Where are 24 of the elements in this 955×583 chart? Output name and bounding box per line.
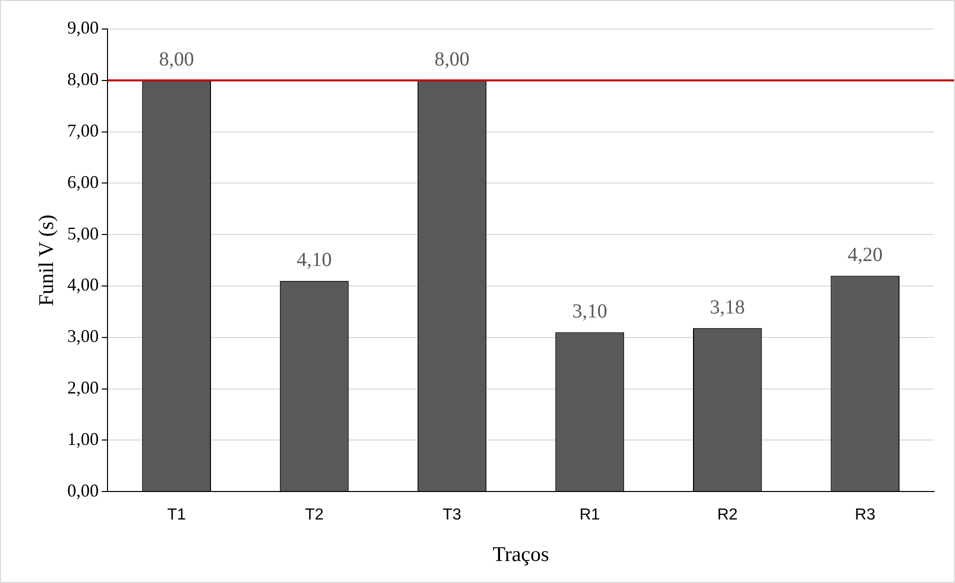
x-tick-label: T3 [442,506,462,524]
y-tick-label: 7,00 [67,120,99,141]
data-label: 3,10 [572,300,608,323]
y-tick-label: 6,00 [67,172,99,192]
data-label: 4,10 [296,249,332,272]
data-label: 8,00 [159,48,194,71]
x-axis-title: Traços [492,542,550,566]
y-tick-label: 1,00 [67,428,99,449]
y-tick-label: 9,00 [67,18,99,38]
y-tick-label: 8,00 [67,69,99,90]
x-tick-label: T1 [167,506,186,524]
y-axis-title: Funil V (s) [34,214,58,306]
x-tick-label: R3 [854,506,876,524]
x-tick-label: R2 [717,506,738,524]
y-tick-label: 3,00 [67,326,99,346]
x-tick-label: T2 [304,506,324,524]
data-label: 3,18 [710,296,745,318]
y-tick-label: 4,00 [67,274,99,295]
data-label: 8,00 [434,48,470,71]
x-tick-label: R1 [579,506,600,524]
data-label: 4,20 [848,244,883,266]
y-tick-label: 0,00 [67,480,99,500]
y-tick-label: 5,00 [67,223,99,244]
y-tick-label: 2,00 [67,378,99,398]
